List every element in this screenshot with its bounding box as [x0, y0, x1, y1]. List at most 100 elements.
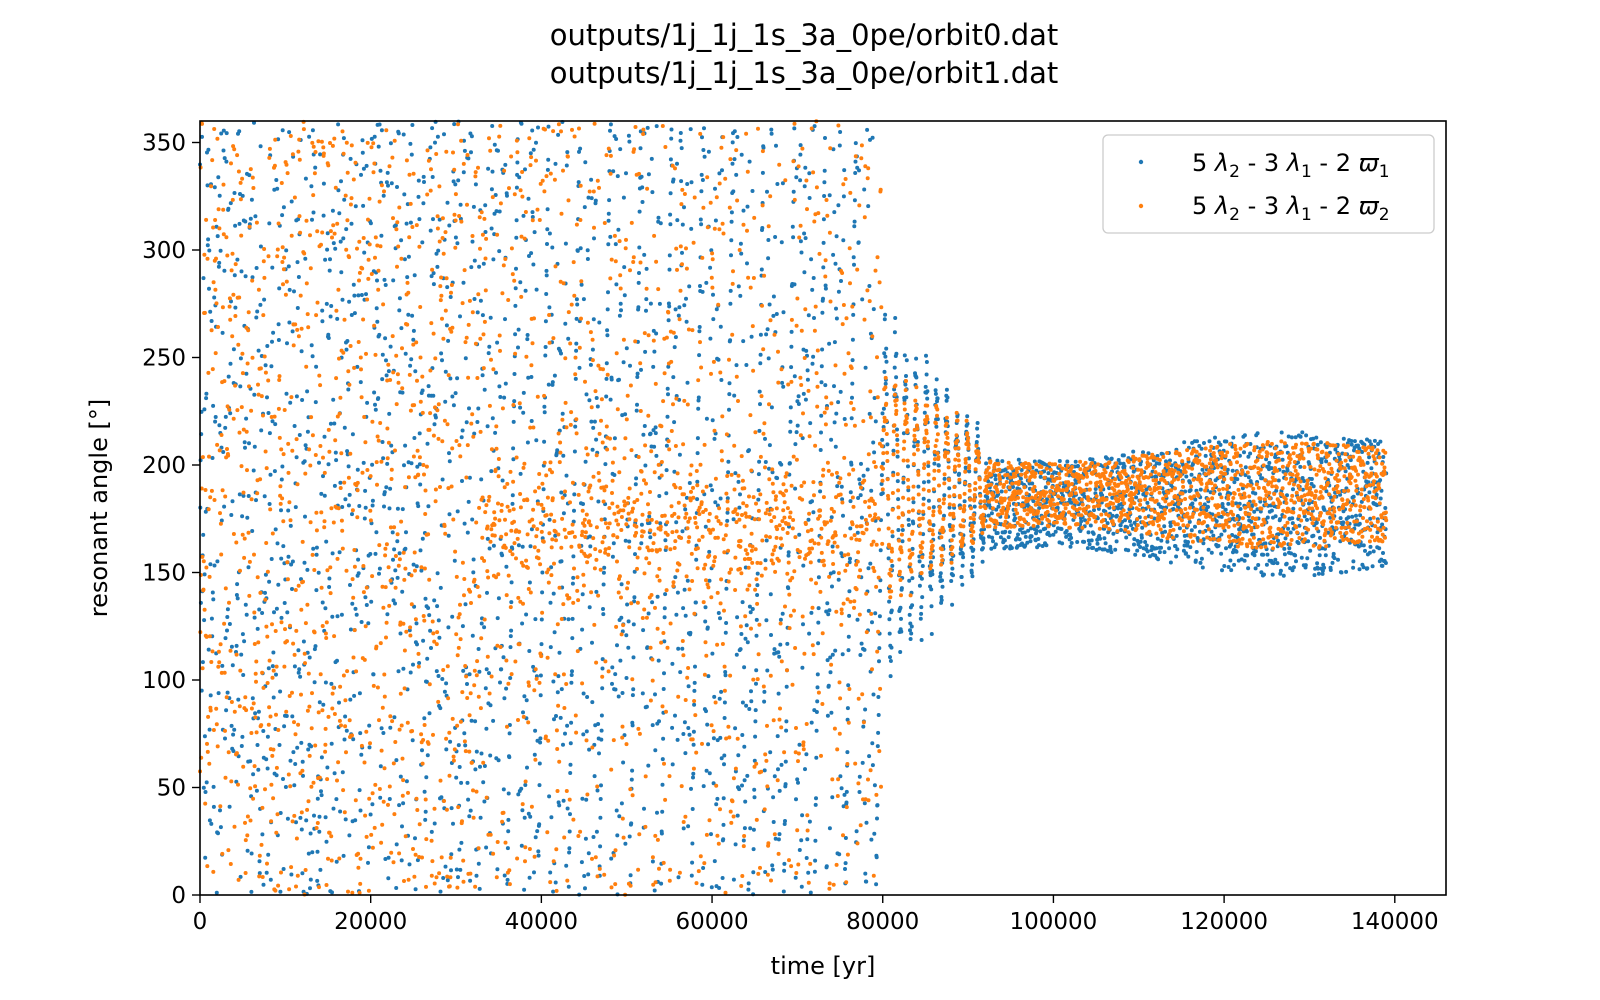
data-point — [377, 332, 382, 337]
data-point — [343, 714, 348, 719]
data-point — [382, 694, 387, 699]
data-point — [1055, 505, 1060, 510]
data-point — [756, 472, 761, 477]
data-point — [255, 575, 260, 580]
data-point — [368, 221, 373, 226]
data-point — [770, 863, 775, 868]
data-point — [256, 392, 261, 397]
data-point — [848, 490, 853, 495]
data-point — [433, 140, 437, 145]
data-point — [775, 734, 780, 739]
data-point — [814, 796, 818, 801]
data-point — [1013, 516, 1018, 521]
data-point — [1091, 545, 1096, 550]
data-point — [521, 390, 526, 395]
data-point — [269, 557, 274, 561]
data-point — [345, 170, 350, 175]
data-point — [211, 403, 216, 408]
data-point — [410, 729, 415, 733]
data-point — [657, 494, 662, 498]
data-point — [1265, 515, 1270, 520]
data-point — [329, 741, 334, 746]
data-point — [310, 552, 315, 557]
data-point — [567, 829, 572, 834]
data-point — [352, 564, 357, 569]
data-point — [255, 309, 260, 314]
data-point — [1034, 528, 1039, 533]
data-point — [876, 713, 881, 717]
data-point — [754, 668, 759, 673]
data-point — [657, 719, 661, 724]
data-point — [253, 784, 258, 789]
data-point — [246, 494, 251, 498]
data-point — [235, 153, 240, 158]
data-point — [431, 217, 435, 222]
data-point — [284, 391, 289, 396]
data-point — [260, 875, 265, 879]
data-point — [393, 601, 397, 606]
data-point — [765, 668, 770, 673]
data-point — [470, 517, 475, 522]
data-point — [216, 831, 220, 836]
data-point — [248, 818, 253, 823]
data-point — [926, 464, 931, 468]
data-point — [810, 361, 815, 366]
data-point — [447, 512, 452, 517]
data-point — [240, 632, 245, 637]
data-point — [1018, 476, 1023, 481]
data-point — [929, 632, 934, 636]
data-point — [246, 310, 251, 315]
data-point — [210, 367, 215, 372]
data-point — [920, 595, 925, 600]
data-point — [687, 284, 692, 289]
data-point — [430, 175, 435, 179]
data-point — [372, 390, 377, 395]
data-point — [209, 319, 214, 323]
data-point — [621, 760, 626, 765]
data-point — [433, 415, 438, 420]
data-point — [322, 519, 327, 524]
data-point — [434, 251, 439, 256]
data-point — [336, 287, 341, 292]
data-point — [310, 354, 315, 359]
data-point — [369, 136, 374, 141]
data-point — [247, 441, 251, 446]
data-point — [360, 266, 365, 271]
data-point — [383, 336, 388, 341]
data-point — [1263, 541, 1268, 546]
data-point — [449, 806, 454, 811]
data-point — [818, 489, 823, 494]
data-point — [766, 238, 771, 242]
data-point — [204, 565, 209, 570]
data-point — [235, 596, 240, 601]
data-point — [224, 131, 229, 136]
data-point — [488, 315, 493, 320]
data-point — [308, 520, 313, 525]
data-point — [1305, 556, 1310, 561]
data-point — [376, 287, 381, 292]
data-point — [1374, 492, 1379, 497]
data-point — [668, 212, 673, 217]
data-point — [356, 557, 361, 562]
data-point — [678, 131, 683, 135]
data-point — [1038, 474, 1043, 479]
data-point — [578, 146, 583, 151]
data-point — [1223, 507, 1228, 512]
data-point — [780, 181, 785, 186]
data-point — [774, 312, 779, 316]
data-point — [292, 783, 297, 788]
data-point — [673, 713, 677, 718]
data-point — [323, 680, 328, 685]
data-point — [1177, 526, 1182, 531]
data-point — [307, 447, 312, 452]
data-point — [397, 803, 402, 808]
data-point — [238, 568, 242, 573]
data-point — [996, 504, 1001, 509]
data-point — [405, 202, 410, 207]
data-point — [791, 189, 796, 194]
data-point — [387, 784, 392, 789]
data-point — [1195, 439, 1199, 444]
data-point — [386, 362, 391, 367]
data-point — [838, 389, 843, 394]
data-point — [590, 640, 594, 645]
